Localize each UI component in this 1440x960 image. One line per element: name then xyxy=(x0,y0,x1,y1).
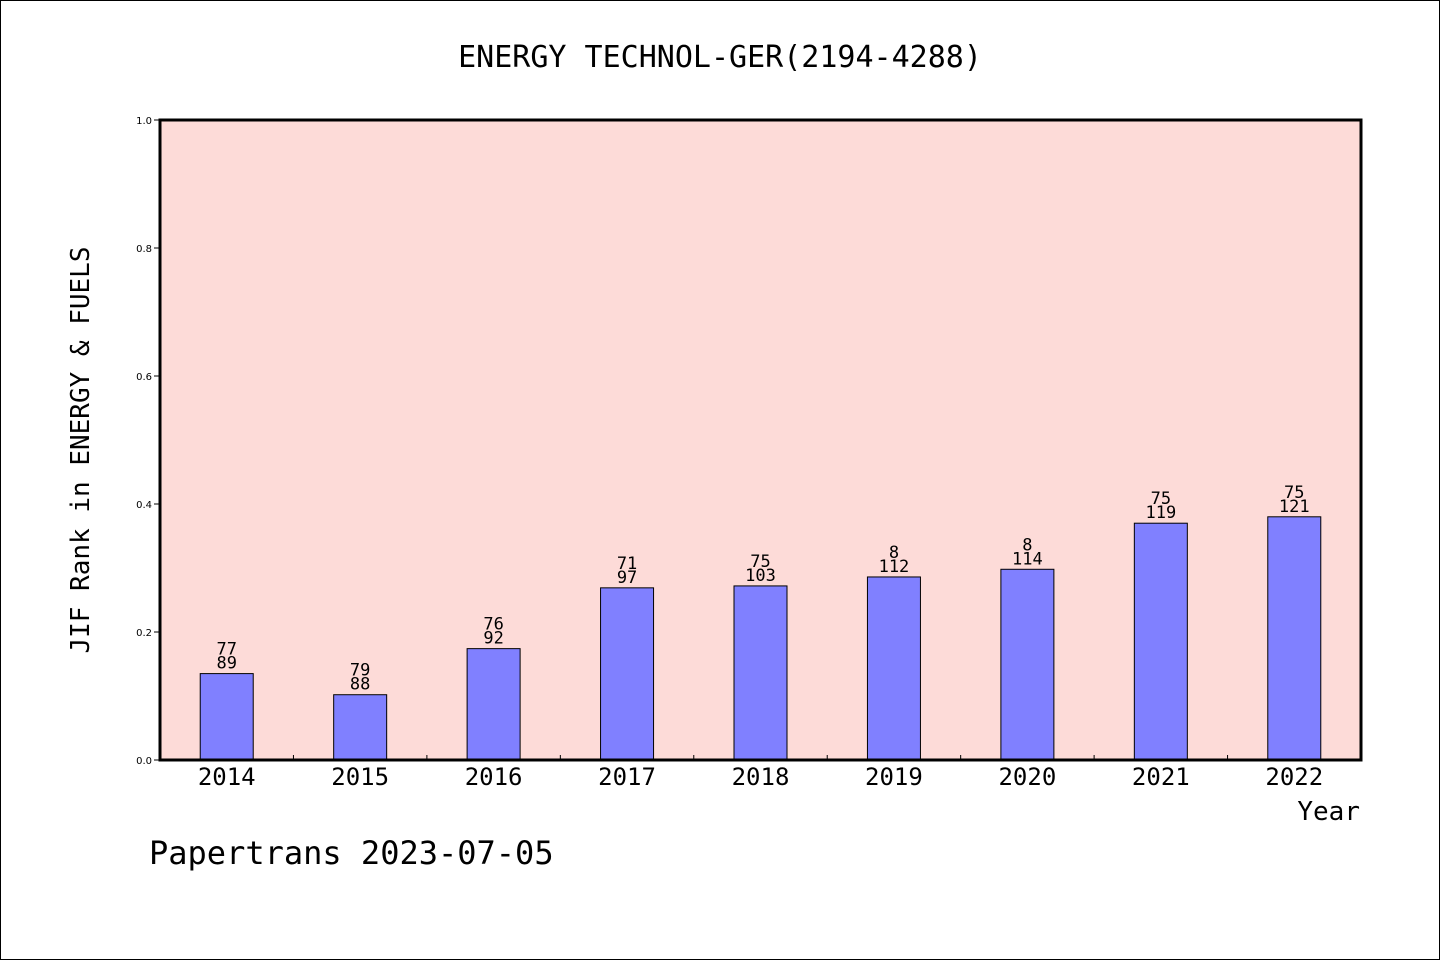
bar-label-top: 77 xyxy=(216,640,236,660)
bar xyxy=(600,587,655,761)
x-tick-label: 2019 xyxy=(865,763,923,791)
bar-label-top: 75 xyxy=(750,552,770,572)
bar xyxy=(1133,522,1188,761)
chart-title: ENERGY TECHNOL-GER(2194-4288) xyxy=(458,40,982,75)
bar-label-bottom: 88 xyxy=(350,675,370,695)
bar-label-bottom: 89 xyxy=(216,654,236,674)
x-tick-label: 2016 xyxy=(465,763,523,791)
bar xyxy=(466,648,521,761)
y-tick-label: 0.6 xyxy=(136,372,152,383)
bar-label-top: 75 xyxy=(1151,489,1171,509)
bar xyxy=(333,694,388,761)
bar xyxy=(1267,516,1322,761)
y-tick-label: 0.0 xyxy=(136,756,152,767)
bar-label-bottom: 97 xyxy=(617,568,637,588)
bar-label-bottom: 92 xyxy=(483,629,503,649)
x-tick-label: 2018 xyxy=(732,763,790,791)
bar-label-bottom: 114 xyxy=(1012,549,1043,569)
footer-text: Papertrans 2023-07-05 xyxy=(149,834,554,872)
bar xyxy=(733,585,788,761)
bar-label-top: 8 xyxy=(1022,535,1032,555)
x-axis: 2014 2015 2016 2017 2018 2019 2020 2021 2022 xyxy=(198,755,1323,791)
bar-label-bottom: 119 xyxy=(1145,503,1176,523)
bar-label-top: 8 xyxy=(889,543,899,563)
plot-border xyxy=(158,118,1363,762)
y-tick-label: 1.0 xyxy=(136,116,152,127)
y-axis: 0.0 0.2 0.4 0.6 0.8 1.0 xyxy=(136,116,160,767)
x-axis-label: Year xyxy=(1297,797,1360,827)
x-tick-label: 2021 xyxy=(1132,763,1190,791)
x-tick-label: 2020 xyxy=(998,763,1056,791)
bar-label-top: 71 xyxy=(617,554,637,574)
y-tick-label: 0.2 xyxy=(136,628,152,639)
bar-label-bottom: 112 xyxy=(879,557,910,577)
x-tick-label: 2022 xyxy=(1265,763,1323,791)
bar-label-bottom: 121 xyxy=(1279,497,1310,517)
x-tick-label: 2014 xyxy=(198,763,256,791)
bar xyxy=(199,673,254,761)
y-tick-label: 0.8 xyxy=(136,244,152,255)
x-tick-label: 2017 xyxy=(598,763,656,791)
y-tick-label: 0.4 xyxy=(136,500,152,511)
y-axis-label: JIF Rank in ENERGY & FUELS xyxy=(66,247,96,654)
bar-label-bottom: 103 xyxy=(745,566,776,586)
x-tick-label: 2015 xyxy=(331,763,389,791)
bar xyxy=(866,576,921,761)
bar-label-top: 75 xyxy=(1284,483,1304,503)
bar xyxy=(1000,568,1055,761)
bar-label-top: 76 xyxy=(483,615,503,635)
bar-label-top: 79 xyxy=(350,661,370,681)
